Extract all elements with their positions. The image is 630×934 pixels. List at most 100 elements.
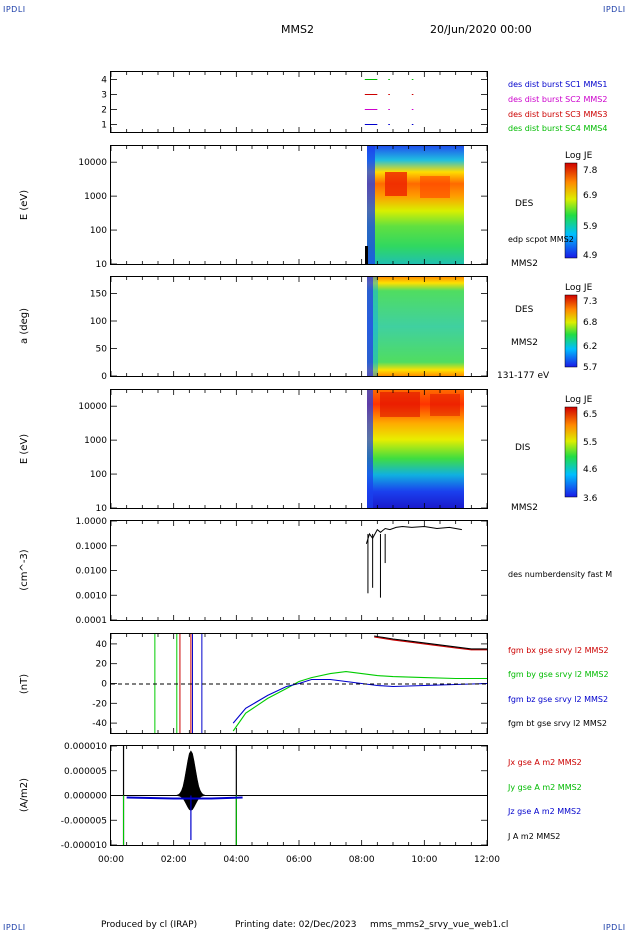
y-tick-label: -0.000010	[61, 841, 107, 851]
y-tick-label: 10000	[78, 158, 107, 168]
legend-burst-sc3: des dist burst SC3 MMS3	[508, 110, 608, 119]
des-energy-ylabel: E (eV)	[19, 190, 30, 220]
plot-date: 20/Jun/2020 00:00	[430, 23, 532, 36]
y-tick-label: -40	[92, 719, 107, 729]
y-tick-label: 0.0010	[76, 591, 108, 601]
y-tick-label: 1.0000	[76, 517, 108, 527]
colorbar2-tick-3: 6.2	[583, 342, 598, 352]
density-line	[365, 525, 462, 544]
des-energy-instrument-label: DES	[515, 199, 534, 209]
colorbar1-tick-3: 5.9	[583, 222, 598, 232]
y-tick-label: 100	[90, 470, 107, 480]
time-tick-label: 04:00	[223, 855, 249, 865]
colorbar1-tick-1: 7.8	[583, 166, 598, 176]
y-tick-label: 100	[90, 317, 107, 327]
colorbar2-title: Log JE	[565, 283, 593, 293]
time-tick-label: 10:00	[411, 855, 437, 865]
time-tick-label: 08:00	[349, 855, 375, 865]
y-tick-label: 150	[90, 290, 107, 300]
current-burst	[173, 750, 209, 811]
legend-bt: fgm bt gse srvy l2 MMS2	[508, 719, 607, 728]
legend-burst-sc4: des dist burst SC4 MMS4	[508, 124, 608, 133]
bfield-ylabel: (nT)	[19, 674, 30, 694]
colorbar3-title: Log JE	[565, 395, 593, 405]
bz-line	[232, 678, 488, 724]
des-pitch-ylabel: a (deg)	[19, 308, 30, 344]
y-tick-label: 0.000000	[64, 792, 107, 802]
current-ylabel: (A/m2)	[19, 778, 30, 812]
colorbar3-tick-2: 5.5	[583, 438, 598, 448]
density-legend: des numberdensity fast M	[508, 570, 613, 579]
burst-panel-frame	[110, 71, 488, 133]
y-tick-label: 20	[96, 660, 108, 670]
y-tick-label: 10	[96, 504, 108, 514]
y-tick-label: 0.1000	[76, 542, 108, 552]
dis-energy-instrument-label: DIS	[515, 443, 531, 453]
y-tick-label: 1000	[84, 436, 107, 446]
y-tick-label: 1000	[84, 192, 107, 202]
colorbar1-tick-4: 4.9	[583, 251, 598, 261]
y-tick-label: 100	[90, 226, 107, 236]
y-tick-label: 0	[101, 680, 107, 690]
label-layer: 00:00 02:00 04:00 06:00 08:00 10:00 12:00 1 2 3 4 1…	[19, 76, 500, 866]
des-energy-panel-frame	[110, 145, 488, 265]
by-line	[232, 671, 487, 732]
colorbar2-tick-4: 5.7	[583, 363, 598, 373]
pitch-energy-range: 131-177 eV	[497, 371, 550, 381]
des-pitch-panel-frame	[110, 276, 488, 377]
dis-energy-ylabel: E (eV)	[19, 434, 30, 464]
legend-bz: fgm bz gse srvy l2 MMS2	[508, 695, 609, 704]
y-tick-label: 0.000005	[64, 767, 107, 777]
dis-energy-spectrogram	[367, 390, 464, 508]
des-energy-spacecraft-label: MMS2	[511, 259, 538, 269]
corner-mark-top-right: IPDLI	[603, 5, 626, 14]
density-ylabel: (cm^-3)	[19, 549, 30, 590]
y-tick-label: 50	[96, 345, 108, 355]
colorbar3-tick-3: 4.6	[583, 465, 598, 475]
corner-mark-bottom-right: IPDLI	[603, 923, 626, 932]
dis-energy-panel-frame	[110, 389, 488, 509]
legend-bx: fgm bx gse srvy l2 MMS2	[508, 646, 609, 655]
colorbar1-title: Log JE	[565, 151, 593, 161]
colorbar2-tick-1: 7.3	[583, 297, 598, 307]
time-tick-label: 02:00	[161, 855, 187, 865]
legend-jy: Jy gse A m2 MMS2	[508, 783, 582, 792]
y-tick-label: 0	[101, 372, 107, 382]
spacecraft-title: MMS2	[281, 23, 314, 36]
legend-by: fgm by gse srvy l2 MMS2	[508, 670, 609, 679]
legend-burst-sc2: des dist burst SC2 MMS2	[508, 95, 608, 104]
des-pitch-spacecraft-label: MMS2	[511, 338, 538, 348]
y-tick-label: 40	[96, 640, 108, 650]
y-tick-label: 3	[101, 91, 107, 101]
colorbar-des-energy	[564, 162, 578, 259]
footer-file: mms_mms2_srvy_vue_web1.cl	[370, 920, 509, 930]
colorbar3-tick-4: 3.6	[583, 494, 598, 504]
time-tick-label: 06:00	[286, 855, 312, 865]
des-pitch-instrument-label: DES	[515, 305, 534, 315]
colorbar-des-pitch	[564, 294, 578, 368]
bx-line	[374, 636, 487, 651]
y-tick-label: 0.0001	[76, 616, 108, 626]
colorbar-dis-energy	[564, 406, 578, 498]
bfield-panel-frame	[110, 633, 488, 734]
y-tick-label: 0.0100	[76, 567, 108, 577]
y-tick-label: 0.000010	[64, 742, 107, 752]
y-tick-label: 10000	[78, 402, 107, 412]
time-tick-label: 12:00	[474, 855, 500, 865]
des-pitch-spectrogram	[367, 277, 464, 376]
bt-line	[374, 635, 487, 650]
colorbar2-tick-2: 6.8	[583, 318, 598, 328]
footer-producer: Produced by cl (IRAP)	[101, 920, 198, 930]
legend-burst-sc1: des dist burst SC1 MMS1	[508, 80, 608, 89]
y-tick-label: 1	[101, 121, 107, 131]
current-jz-band	[126, 796, 243, 800]
legend-jz: Jz gse A m2 MMS2	[508, 807, 582, 816]
panel-frames	[110, 71, 488, 846]
corner-mark-bottom-left: IPDLI	[3, 923, 26, 932]
y-tick-label: -20	[92, 699, 107, 709]
y-tick-label: 2	[101, 106, 107, 116]
density-panel-frame	[110, 520, 488, 621]
legend-jx: Jx gse A m2 MMS2	[508, 758, 582, 767]
current-panel-frame	[110, 745, 488, 846]
y-tick-label: 10	[96, 260, 108, 270]
